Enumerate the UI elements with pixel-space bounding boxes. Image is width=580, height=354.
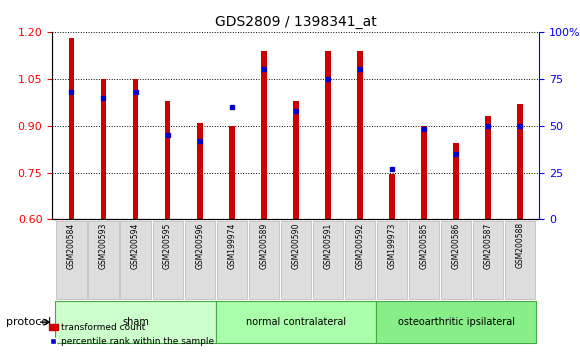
- Bar: [261, 51, 267, 219]
- Text: osteoarthritic ipsilateral: osteoarthritic ipsilateral: [397, 317, 514, 327]
- Bar: [197, 122, 202, 219]
- Title: GDS2809 / 1398341_at: GDS2809 / 1398341_at: [215, 16, 376, 29]
- Bar: [453, 143, 459, 219]
- Text: sham: sham: [122, 317, 149, 327]
- Text: GSM200594: GSM200594: [131, 222, 140, 269]
- Text: protocol: protocol: [6, 317, 51, 327]
- Bar: [325, 51, 331, 219]
- Text: GSM200595: GSM200595: [163, 222, 172, 269]
- Bar: [485, 116, 491, 219]
- Bar: [357, 51, 363, 219]
- Text: GSM200589: GSM200589: [259, 222, 268, 269]
- Text: GSM200596: GSM200596: [195, 222, 204, 269]
- Bar: [229, 126, 234, 219]
- Bar: [68, 38, 74, 219]
- Bar: [100, 79, 106, 219]
- Text: GSM200585: GSM200585: [419, 222, 429, 269]
- Legend: transformed count, percentile rank within the sample: transformed count, percentile rank withi…: [45, 320, 218, 349]
- Bar: [133, 79, 139, 219]
- Text: GSM200591: GSM200591: [324, 222, 332, 269]
- Text: GSM200587: GSM200587: [484, 222, 492, 269]
- Text: GSM200586: GSM200586: [452, 222, 461, 269]
- Text: GSM200590: GSM200590: [291, 222, 300, 269]
- Bar: [389, 174, 395, 219]
- Text: GSM199974: GSM199974: [227, 222, 236, 269]
- Text: normal contralateral: normal contralateral: [246, 317, 346, 327]
- Text: GSM200592: GSM200592: [356, 222, 364, 269]
- Text: GSM199973: GSM199973: [387, 222, 397, 269]
- Text: GSM200584: GSM200584: [67, 222, 76, 269]
- Bar: [421, 126, 427, 219]
- Text: GSM200593: GSM200593: [99, 222, 108, 269]
- Text: GSM200588: GSM200588: [516, 222, 525, 268]
- Bar: [293, 101, 299, 219]
- Bar: [165, 101, 171, 219]
- Bar: [517, 104, 523, 219]
